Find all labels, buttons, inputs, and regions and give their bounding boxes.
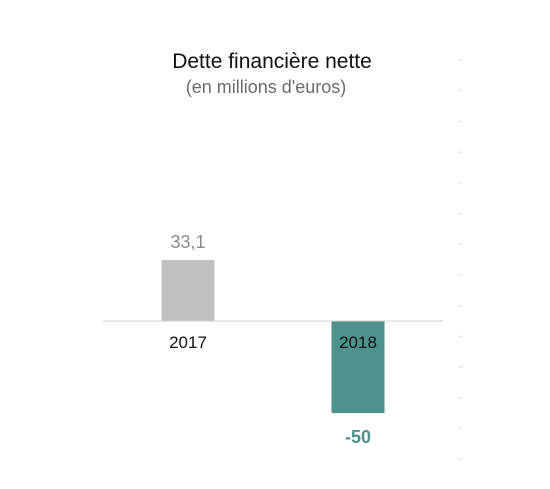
- category-label-2018: 2018: [339, 333, 377, 352]
- chart-title: Dette financière nette: [172, 50, 372, 73]
- chart-subtitle: (en millions d'euros): [186, 77, 347, 97]
- value-label-2017: 33,1: [170, 232, 205, 252]
- bar-2017: [161, 260, 215, 321]
- category-label-2017: 2017: [169, 333, 207, 352]
- labels-group: 2017 33,1 2018 -50: [169, 232, 377, 447]
- bars-group: [161, 260, 385, 413]
- right-axis-ticks: [459, 59, 462, 460]
- bar-2018: [331, 321, 385, 413]
- value-label-2018: -50: [345, 427, 371, 447]
